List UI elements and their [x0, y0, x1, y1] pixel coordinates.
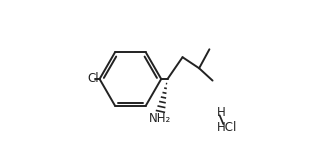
- Text: HCl: HCl: [216, 121, 237, 134]
- Text: NH₂: NH₂: [149, 112, 171, 125]
- Text: H: H: [217, 106, 226, 119]
- Text: Cl: Cl: [87, 73, 99, 85]
